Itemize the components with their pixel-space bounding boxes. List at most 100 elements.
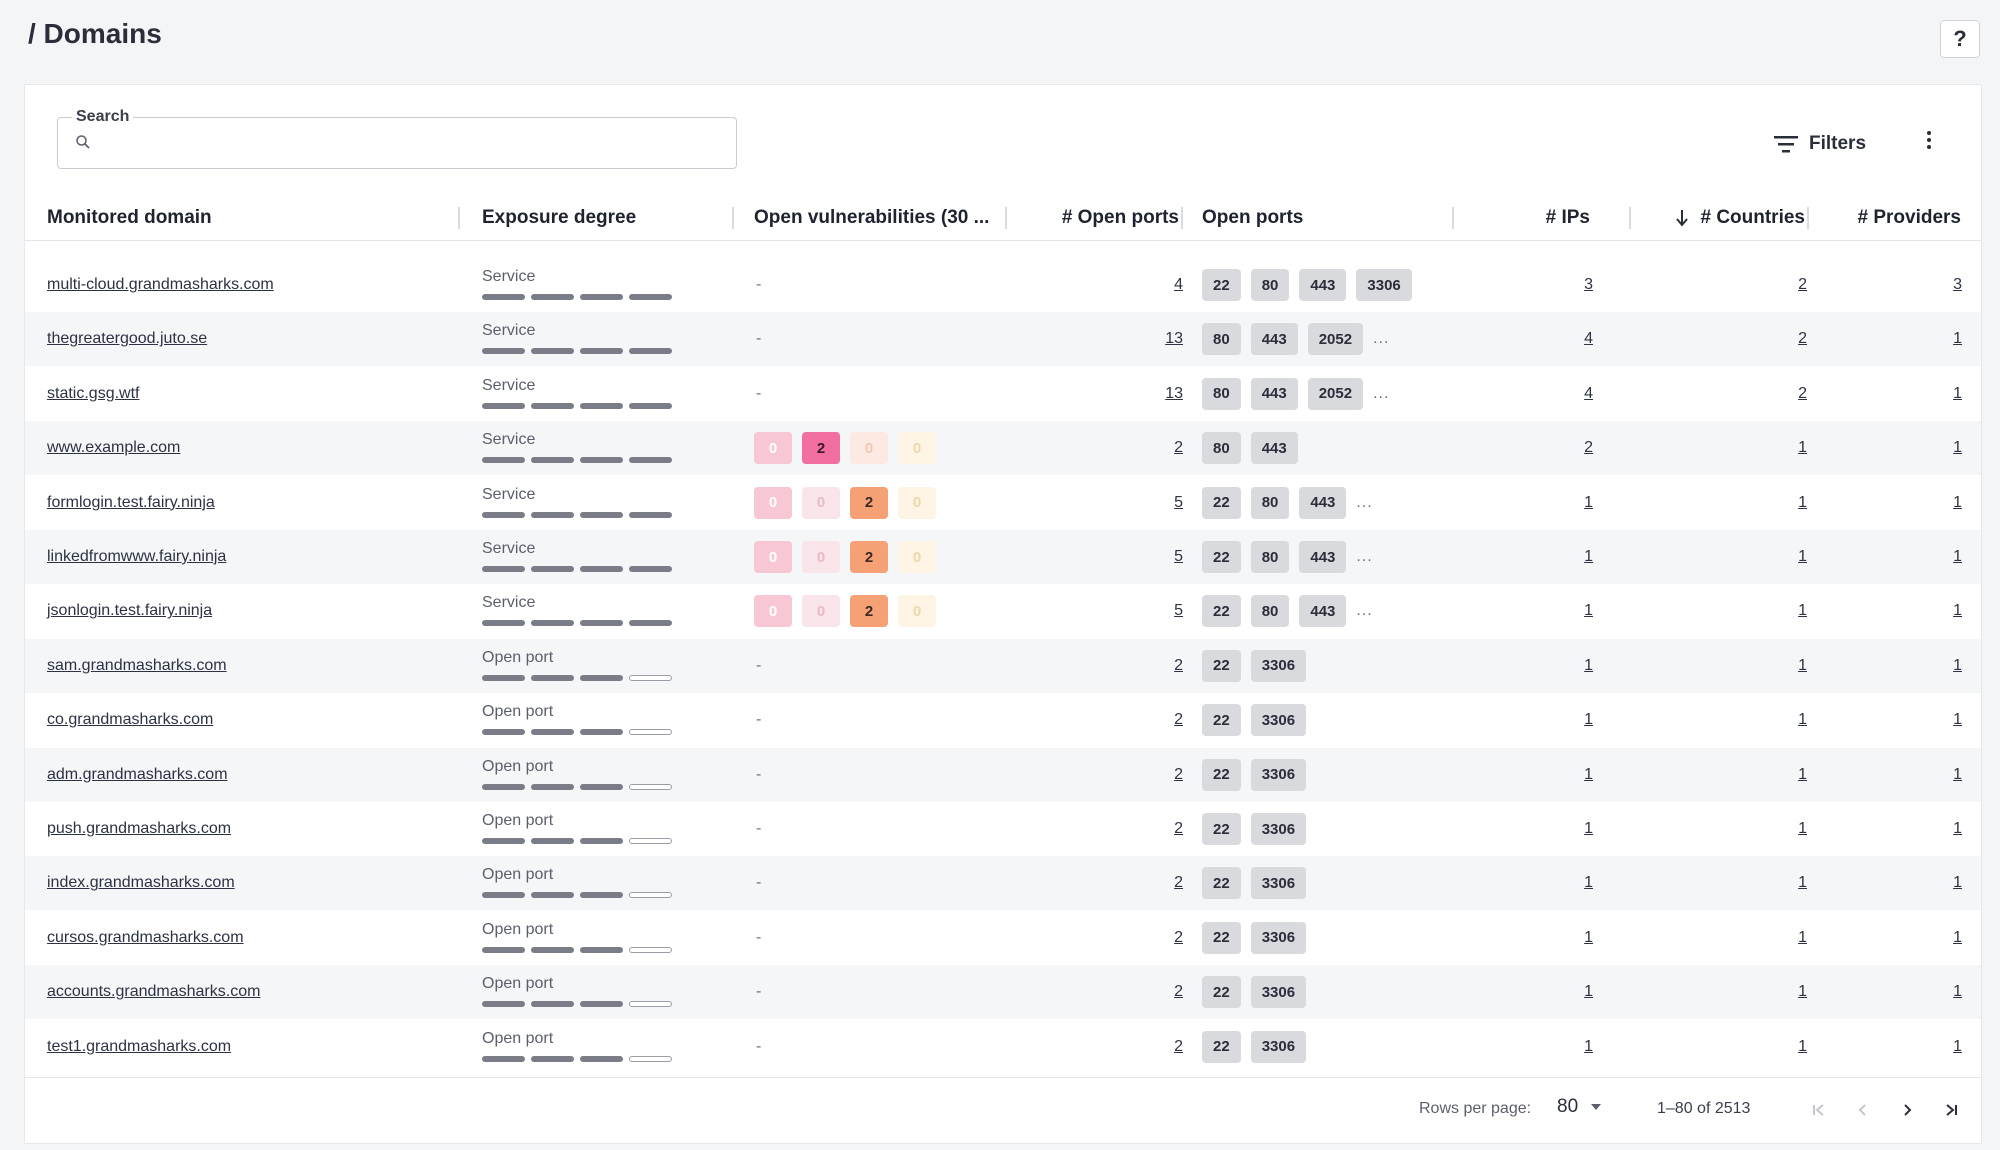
vulnerability-count-badge[interactable]: 0: [802, 486, 840, 519]
ips-count-link[interactable]: 1: [1584, 928, 1593, 946]
column-header-open-ports-count[interactable]: # Open ports: [1061, 207, 1179, 228]
ips-count-link[interactable]: 1: [1584, 983, 1593, 1001]
domain-link[interactable]: linkedfromwww.fairy.ninja: [47, 548, 227, 565]
providers-count-link[interactable]: 1: [1953, 983, 1962, 1001]
column-separator[interactable]: [1629, 207, 1631, 229]
ips-count-link[interactable]: 1: [1584, 711, 1593, 729]
vulnerability-count-badge[interactable]: 2: [850, 541, 888, 573]
port-chip[interactable]: 443: [1299, 595, 1347, 628]
open-ports-count-link[interactable]: 2: [1174, 711, 1183, 729]
vulnerability-count-badge[interactable]: 0: [850, 432, 888, 465]
table-row[interactable]: static.gsg.wtf Service - 13 80 443 2052... 4 2 1: [25, 367, 1981, 421]
domain-link[interactable]: sam.grandmasharks.com: [47, 656, 227, 674]
table-row[interactable]: formlogin.test.fairy.ninja Service 0 0 2 0 5 22…: [25, 476, 1981, 530]
providers-count-link[interactable]: 1: [1953, 765, 1962, 783]
port-chip[interactable]: 80: [1202, 432, 1241, 465]
open-ports-count-link[interactable]: 5: [1174, 493, 1183, 511]
filters-button[interactable]: Filters: [1773, 129, 1866, 159]
countries-count-link[interactable]: 1: [1798, 493, 1807, 511]
port-chip[interactable]: 22: [1202, 704, 1241, 737]
port-chip[interactable]: 3306: [1250, 813, 1307, 845]
ips-count-link[interactable]: 1: [1584, 493, 1593, 511]
port-chip[interactable]: 3306: [1250, 704, 1307, 737]
more-ports-indicator[interactable]: ...: [1356, 493, 1373, 511]
port-chip[interactable]: 22: [1202, 541, 1241, 573]
providers-count-link[interactable]: 1: [1953, 656, 1962, 674]
countries-count-link[interactable]: 2: [1798, 384, 1807, 402]
port-chip[interactable]: 443: [1299, 541, 1347, 573]
column-header-countries[interactable]: # Countries: [1645, 195, 1805, 241]
ips-count-link[interactable]: 1: [1584, 1037, 1593, 1055]
table-row[interactable]: linkedfromwww.fairy.ninja Service 0 0 2 0 5 22 8…: [25, 530, 1981, 584]
countries-count-link[interactable]: 1: [1798, 656, 1807, 674]
providers-count-link[interactable]: 3: [1953, 276, 1962, 293]
column-header-ips[interactable]: # IPs: [1545, 207, 1590, 228]
providers-count-link[interactable]: 1: [1953, 384, 1962, 402]
port-chip[interactable]: 2052: [1307, 323, 1364, 356]
vulnerability-count-badge[interactable]: 0: [754, 541, 792, 573]
domain-link[interactable]: test1.grandmasharks.com: [47, 1037, 232, 1055]
port-chip[interactable]: 443: [1250, 432, 1298, 465]
domain-link[interactable]: index.grandmasharks.com: [47, 874, 235, 892]
column-separator[interactable]: [458, 207, 460, 229]
table-row[interactable]: index.grandmasharks.com Open port -2 22 3306…: [25, 856, 1981, 911]
open-ports-count-link[interactable]: 2: [1174, 820, 1183, 837]
port-chip[interactable]: 22: [1202, 595, 1241, 628]
open-ports-count-link[interactable]: 4: [1174, 276, 1183, 293]
countries-count-link[interactable]: 1: [1798, 602, 1807, 620]
vulnerability-count-badge[interactable]: 2: [850, 595, 888, 628]
table-row[interactable]: multi-cloud.grandmasharks.com Service -4 22…: [25, 258, 1981, 312]
domain-link[interactable]: thegreatergood.juto.se: [47, 330, 208, 348]
open-ports-count-link[interactable]: 13: [1165, 384, 1183, 402]
column-separator[interactable]: [1452, 207, 1454, 229]
domain-link[interactable]: accounts.grandmasharks.com: [47, 983, 261, 1001]
next-page-button[interactable]: [1891, 1094, 1923, 1126]
port-chip[interactable]: 80: [1250, 269, 1290, 301]
port-chip[interactable]: 3306: [1250, 867, 1307, 900]
last-page-button[interactable]: [1935, 1094, 1967, 1126]
domain-link[interactable]: cursos.grandmasharks.com: [47, 928, 244, 946]
countries-count-link[interactable]: 2: [1798, 276, 1807, 293]
more-ports-indicator[interactable]: ...: [1373, 330, 1390, 348]
port-chip[interactable]: 3306: [1250, 758, 1307, 791]
ips-count-link[interactable]: 4: [1584, 384, 1593, 402]
rows-per-page-select[interactable]: 80: [1557, 1096, 1602, 1118]
ips-count-link[interactable]: 1: [1584, 656, 1593, 674]
domain-link[interactable]: co.grandmasharks.com: [47, 711, 214, 729]
ips-count-link[interactable]: 4: [1584, 330, 1593, 348]
providers-count-link[interactable]: 1: [1953, 711, 1962, 729]
vulnerability-count-badge[interactable]: 0: [802, 595, 840, 628]
providers-count-link[interactable]: 1: [1953, 1037, 1962, 1055]
providers-count-link[interactable]: 1: [1953, 548, 1962, 565]
more-options-button[interactable]: [1917, 125, 1941, 155]
column-separator[interactable]: [1181, 207, 1183, 229]
table-row[interactable]: accounts.grandmasharks.com Open port -2 22 3…: [25, 965, 1981, 1020]
help-button[interactable]: ?: [1940, 20, 1980, 58]
port-chip[interactable]: 22: [1202, 976, 1241, 1009]
domain-link[interactable]: static.gsg.wtf: [47, 384, 140, 402]
providers-count-link[interactable]: 1: [1953, 820, 1962, 837]
table-row[interactable]: jsonlogin.test.fairy.ninja Service 0 0 2 0 5 22…: [25, 584, 1981, 638]
port-chip[interactable]: 22: [1202, 649, 1241, 682]
column-header-exposure[interactable]: Exposure degree: [482, 207, 637, 228]
port-chip[interactable]: 3306: [1250, 976, 1307, 1009]
port-chip[interactable]: 22: [1202, 921, 1241, 954]
countries-count-link[interactable]: 1: [1798, 711, 1807, 729]
search-field[interactable]: Search: [57, 108, 737, 169]
port-chip[interactable]: 22: [1202, 813, 1241, 845]
providers-count-link[interactable]: 1: [1953, 874, 1962, 892]
port-chip[interactable]: 80: [1250, 486, 1290, 519]
countries-count-link[interactable]: 1: [1798, 548, 1807, 565]
countries-count-link[interactable]: 1: [1798, 983, 1807, 1001]
previous-page-button[interactable]: [1847, 1094, 1879, 1126]
providers-count-link[interactable]: 1: [1953, 330, 1962, 348]
open-ports-count-link[interactable]: 13: [1165, 330, 1183, 348]
table-row[interactable]: www.example.com Service 0 2 0 0 2 80 443 2 1 1: [25, 421, 1981, 476]
port-chip[interactable]: 22: [1202, 486, 1241, 519]
port-chip[interactable]: 443: [1250, 323, 1298, 356]
column-header-domain[interactable]: Monitored domain: [47, 207, 212, 228]
domain-link[interactable]: www.example.com: [47, 439, 181, 457]
vulnerability-count-badge[interactable]: 0: [898, 432, 936, 465]
ips-count-link[interactable]: 3: [1584, 276, 1593, 293]
countries-count-link[interactable]: 1: [1798, 439, 1807, 457]
